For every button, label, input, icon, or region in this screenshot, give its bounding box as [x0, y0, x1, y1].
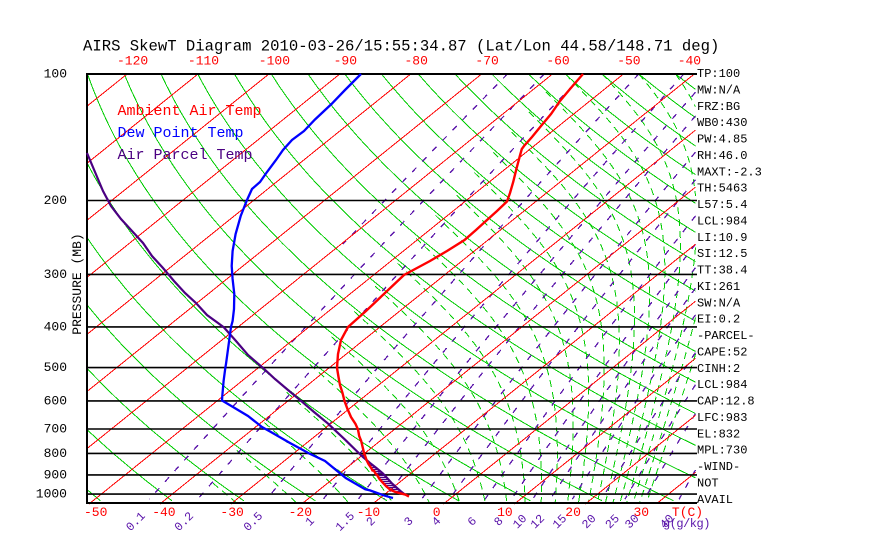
svg-text:-80: -80: [405, 54, 428, 69]
svg-text:600: 600: [44, 393, 67, 408]
svg-text:TT:38.4: TT:38.4: [697, 264, 747, 278]
svg-text:200: 200: [44, 193, 67, 208]
svg-text:-90: -90: [334, 54, 357, 69]
svg-text:Air Parcel Temp: Air Parcel Temp: [118, 147, 253, 164]
svg-text:SW:N/A: SW:N/A: [697, 296, 741, 310]
svg-text:L57:5.4: L57:5.4: [697, 198, 747, 212]
svg-text:SI:12.5: SI:12.5: [697, 247, 747, 261]
svg-text:CAPE:52: CAPE:52: [697, 345, 747, 359]
svg-text:EL:832: EL:832: [697, 427, 740, 441]
svg-text:300: 300: [44, 267, 67, 282]
svg-text:LCL:984: LCL:984: [697, 214, 747, 228]
svg-text:-30: -30: [220, 505, 243, 520]
svg-text:0: 0: [433, 505, 441, 520]
svg-text:AVAIL: AVAIL: [697, 493, 733, 507]
svg-text:WB0:430: WB0:430: [697, 116, 747, 130]
svg-text:-70: -70: [475, 54, 498, 69]
svg-text:-110: -110: [188, 54, 219, 69]
svg-text:MAXT:-2.3: MAXT:-2.3: [697, 165, 762, 179]
svg-text:PW:4.85: PW:4.85: [697, 133, 747, 147]
svg-text:Dew Point Temp: Dew Point Temp: [118, 125, 244, 142]
svg-text:-20: -20: [289, 505, 312, 520]
svg-text:TH:5463: TH:5463: [697, 182, 747, 196]
svg-text:1000: 1000: [36, 487, 67, 502]
svg-text:-60: -60: [546, 54, 569, 69]
svg-text:NOT: NOT: [697, 477, 719, 491]
svg-text:500: 500: [44, 360, 67, 375]
svg-text:-50: -50: [617, 54, 640, 69]
svg-text:KI:261: KI:261: [697, 280, 740, 294]
svg-text:100: 100: [44, 67, 67, 82]
svg-text:AIRS SkewT Diagram 2010-03-26/: AIRS SkewT Diagram 2010-03-26/15:55:34.8…: [83, 38, 719, 56]
svg-text:-100: -100: [259, 54, 290, 69]
svg-text:CINH:2: CINH:2: [697, 362, 740, 376]
svg-text:PRESSURE (MB): PRESSURE (MB): [70, 233, 85, 334]
svg-text:400: 400: [44, 319, 67, 334]
svg-text:Ambient Air Temp: Ambient Air Temp: [118, 103, 262, 120]
svg-text:700: 700: [44, 422, 67, 437]
svg-text:-WIND-: -WIND-: [697, 460, 740, 474]
svg-text:LCL:984: LCL:984: [697, 378, 747, 392]
svg-text:g(g/kg): g(g/kg): [663, 517, 710, 531]
svg-text:-50: -50: [84, 505, 107, 520]
svg-text:TP:100: TP:100: [697, 67, 740, 81]
svg-text:-40: -40: [678, 54, 701, 69]
svg-text:T(C): T(C): [672, 505, 703, 520]
svg-text:CAP:12.8: CAP:12.8: [697, 395, 755, 409]
svg-text:-10: -10: [357, 505, 380, 520]
svg-text:900: 900: [44, 467, 67, 482]
svg-text:LFC:983: LFC:983: [697, 411, 747, 425]
svg-text:-40: -40: [152, 505, 175, 520]
svg-text:EI:0.2: EI:0.2: [697, 313, 740, 327]
svg-text:30: 30: [633, 505, 649, 520]
svg-text:RH:46.0: RH:46.0: [697, 149, 747, 163]
svg-text:LI:10.9: LI:10.9: [697, 231, 747, 245]
svg-text:MW:N/A: MW:N/A: [697, 83, 741, 97]
svg-text:-120: -120: [117, 54, 148, 69]
svg-text:800: 800: [44, 446, 67, 461]
svg-text:FRZ:BG: FRZ:BG: [697, 100, 740, 114]
svg-text:20: 20: [565, 505, 581, 520]
svg-text:10: 10: [497, 505, 513, 520]
svg-text:-PARCEL-: -PARCEL-: [697, 329, 755, 343]
svg-text:MPL:730: MPL:730: [697, 444, 747, 458]
